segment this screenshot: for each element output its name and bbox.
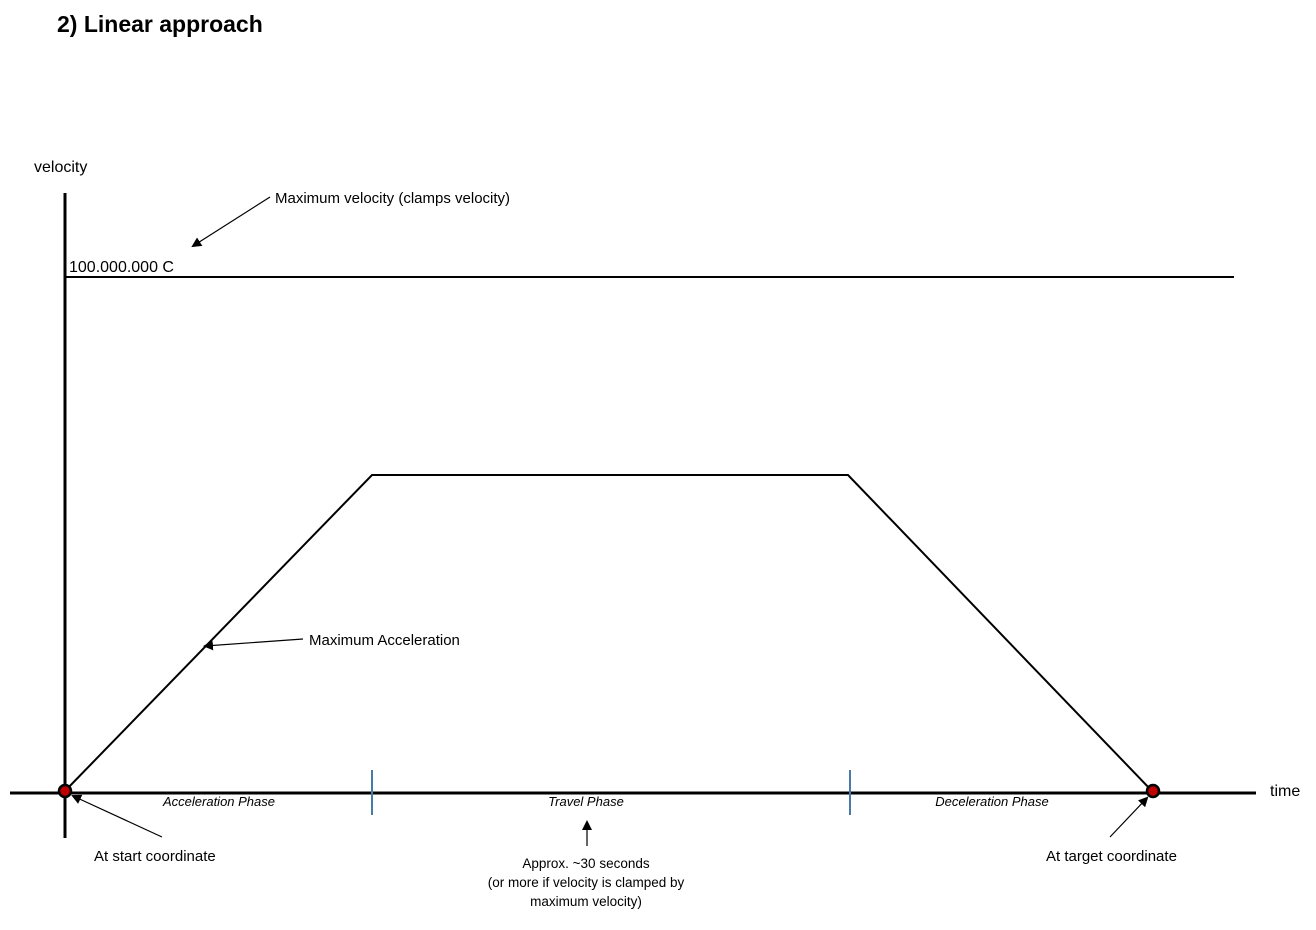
start-annotation: At start coordinate (94, 848, 216, 865)
max-velocity-annotation: Maximum velocity (clamps velocity) (275, 190, 510, 207)
max-velocity-arrow (191, 196, 271, 248)
y-axis-label: velocity (34, 159, 87, 176)
deceleration-phase-label: Deceleration Phase (935, 794, 1048, 809)
x-axis-label: time (1270, 783, 1300, 800)
acceleration-phase-label: Acceleration Phase (162, 794, 275, 809)
start-point (57, 783, 73, 799)
target-point (1145, 783, 1161, 799)
travel-note-line-2: (or more if velocity is clamped by (488, 875, 685, 890)
travel-note-line-3: maximum velocity) (530, 894, 642, 909)
velocity-profile-line (64, 474, 1153, 792)
max-acceleration-annotation: Maximum Acceleration (309, 632, 460, 649)
diagram-title: 2) Linear approach (57, 11, 263, 37)
travel-phase-label: Travel Phase (548, 794, 624, 809)
target-arrow (1109, 796, 1149, 838)
travel-note-line-1: Approx. ~30 seconds (522, 856, 649, 871)
start-arrow (71, 794, 163, 838)
target-annotation: At target coordinate (1046, 848, 1177, 865)
max-velocity-value: 100.000.000 C (69, 259, 174, 276)
max-acceleration-arrow (203, 638, 304, 651)
